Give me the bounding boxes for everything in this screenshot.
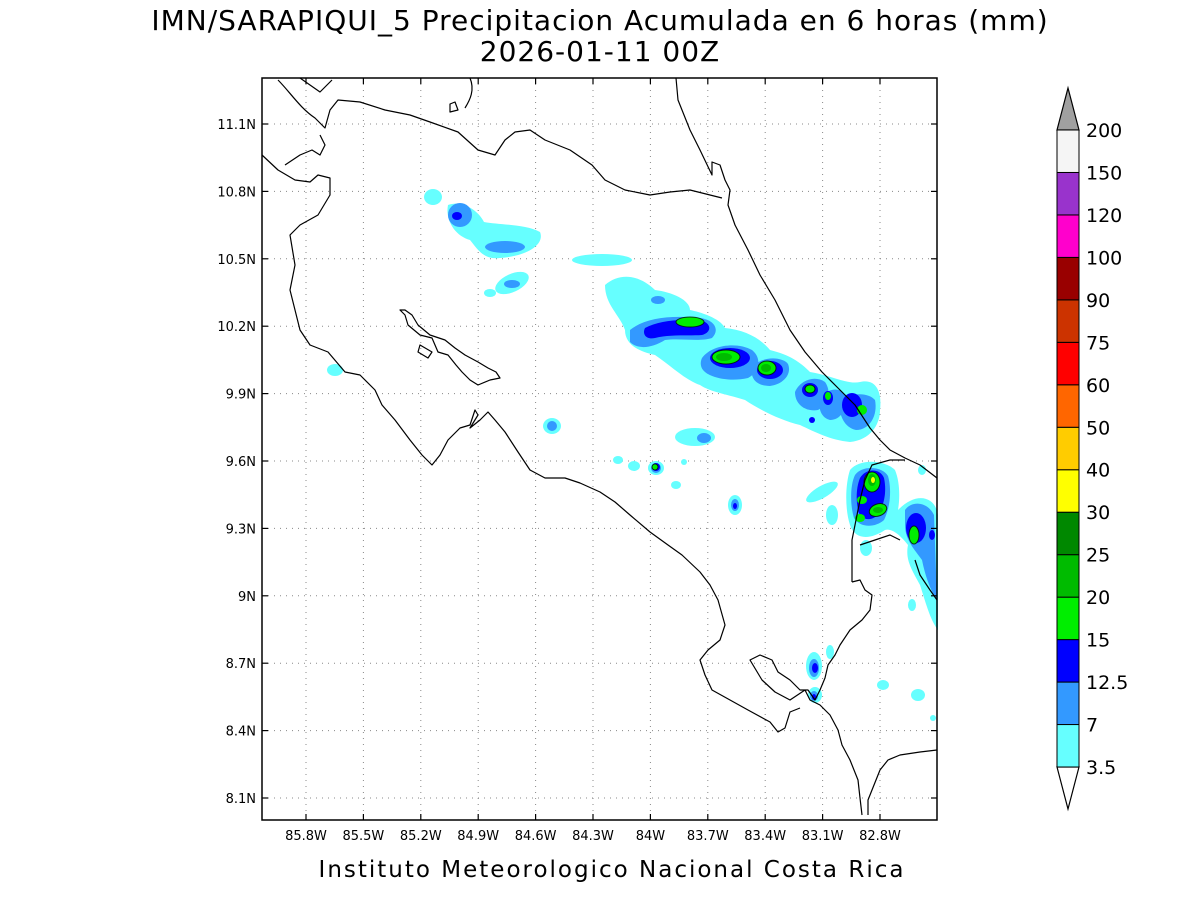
colorbar-swatch [1056, 214, 1080, 258]
colorbar-level-label: 150 [1086, 162, 1122, 184]
latitude-tick-label: 9N [238, 590, 256, 605]
colorbar-swatch [1056, 341, 1080, 386]
longitude-tick-label: 83.4W [744, 829, 786, 844]
colorbar-swatch [1056, 554, 1080, 598]
map-title: IMN/SARAPIQUI_5 Precipitacion Acumulada … [151, 4, 1048, 37]
longitude-tick-label: 83.7W [687, 829, 729, 844]
latitude-tick-label: 8.1N [226, 792, 256, 807]
colorbar-level-label: 200 [1086, 120, 1122, 142]
colorbar-swatch [1056, 256, 1080, 301]
latitude-tick-label: 9.9N [226, 388, 256, 403]
longitude-tick-label: 83.1W [802, 829, 844, 844]
longitude-tick-label: 85.2W [400, 829, 442, 844]
longitude-tick-label: 84.6W [515, 829, 557, 844]
colorbar-level-label: 20 [1086, 587, 1110, 609]
latitude-tick-label: 9.6N [226, 455, 256, 470]
colorbar-swatch [1056, 171, 1080, 216]
longitude-tick-label: 84.3W [572, 829, 614, 844]
colorbar-swatch [1056, 384, 1080, 428]
latitude-tick-label: 8.4N [226, 725, 256, 740]
colorbar-swatch [1056, 129, 1080, 173]
colorbar-level-label: 50 [1086, 417, 1110, 439]
colorbar-level-label: 7 [1086, 715, 1098, 737]
colorbar-over-triangle [1056, 85, 1080, 131]
map-subtitle-date: 2026-01-11 00Z [480, 35, 720, 68]
precipitation-field [327, 189, 938, 721]
latitude-tick-label: 11.1N [217, 118, 256, 133]
colorbar-level-label: 15 [1086, 630, 1110, 652]
colorbar-level-label: 25 [1086, 545, 1110, 567]
colorbar-level-label: 12.5 [1086, 672, 1128, 694]
longitude-tick-label: 82.8W [859, 829, 901, 844]
colorbar-level-label: 30 [1086, 502, 1110, 524]
colorbar-swatch [1056, 469, 1080, 513]
map-panel: 85.8W 85.5W 85.2W 84.9W 84.6W 84.3W 84W 83.7W 83… [217, 77, 938, 844]
latitude-tick-label: 10.5N [217, 253, 256, 268]
colorbar-swatch [1056, 596, 1080, 641]
latitude-tick-label: 8.7N [226, 657, 256, 672]
colorbar-level-label: 120 [1086, 205, 1122, 227]
colorbar-under-triangle [1056, 766, 1080, 812]
colorbar-swatch [1056, 299, 1080, 343]
coastline-borders [261, 77, 938, 816]
longitude-tick-label: 85.8W [285, 829, 327, 844]
colorbar-level-label: 40 [1086, 460, 1110, 482]
footer-credit: Instituto Meteorologico Nacional Costa R… [319, 857, 906, 883]
colorbar-legend: 3.5 7 12.5 15 20 25 30 40 50 60 75 90 100 120 150 200 [1056, 85, 1128, 812]
colorbar-swatch [1056, 724, 1080, 768]
colorbar-level-label: 75 [1086, 332, 1110, 354]
latitude-tick-label: 9.3N [226, 522, 256, 537]
latitude-tick-label: 10.8N [217, 185, 256, 200]
colorbar-level-label: 100 [1086, 247, 1122, 269]
colorbar-level-label: 60 [1086, 375, 1110, 397]
colorbar-swatch [1056, 681, 1080, 726]
colorbar-level-label: 90 [1086, 290, 1110, 312]
longitude-tick-label: 84W [636, 829, 666, 844]
colorbar-swatch [1056, 511, 1080, 556]
longitude-tick-label: 84.9W [457, 829, 499, 844]
latitude-tick-label: 10.2N [217, 320, 256, 335]
longitude-tick-label: 85.5W [342, 829, 384, 844]
colorbar-swatch [1056, 426, 1080, 471]
colorbar-swatch [1056, 639, 1080, 683]
colorbar-level-label: 3.5 [1086, 757, 1116, 779]
graticule [262, 78, 937, 820]
